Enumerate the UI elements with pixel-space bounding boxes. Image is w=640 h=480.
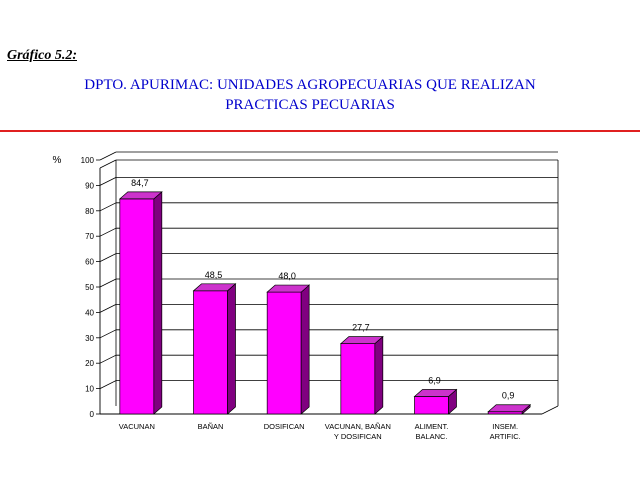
- y-tick-label: 50: [85, 283, 94, 292]
- data-label: 48,5: [205, 270, 223, 280]
- bar-top: [339, 336, 384, 344]
- gridline-depth: [99, 253, 117, 262]
- category-label: ARTIFIC.: [490, 432, 521, 441]
- figure-label: Gráfico 5.2:: [7, 48, 77, 63]
- chart-title-line-1: DPTO. APURIMAC: UNIDADES AGROPECUARIAS Q…: [84, 77, 536, 93]
- bar: [118, 191, 163, 415]
- gridline-depth: [99, 177, 117, 186]
- bar-side: [374, 335, 384, 415]
- bar-top: [192, 283, 237, 292]
- bar-front: [119, 198, 155, 415]
- y-tick-label: 0: [90, 410, 95, 419]
- floor-right-depth: [541, 405, 559, 415]
- y-tick-label: 30: [85, 334, 94, 343]
- bar-front: [193, 290, 228, 415]
- category-label: VACUNAN: [119, 422, 155, 431]
- bar: [339, 335, 384, 415]
- category-label: BAÑAN: [198, 422, 224, 431]
- bar-front: [414, 396, 449, 415]
- category-label: DOSIFICAN: [264, 422, 305, 431]
- data-label: 27,7: [352, 323, 370, 333]
- bar-top: [413, 389, 458, 397]
- bar: [192, 283, 237, 415]
- bar-front: [340, 343, 376, 415]
- category-label: INSEM.: [492, 422, 518, 431]
- bar: [266, 284, 311, 415]
- bar: [413, 388, 458, 415]
- gridline-depth: [99, 151, 117, 161]
- label-layer: % 84,7 VACUNAN 48,5 BAÑAN 48,0 DOSIFICAN 27,7 VA…: [53, 155, 521, 441]
- y-tick-label: 10: [85, 385, 94, 394]
- bar-top: [266, 284, 311, 293]
- gridline-depth: [99, 278, 117, 288]
- grid-layer: [99, 151, 558, 414]
- category-label: ALIMENT.: [415, 422, 449, 431]
- y-tick-label: 100: [81, 156, 95, 165]
- gridline-depth: [99, 354, 117, 364]
- bar-side: [300, 284, 310, 415]
- bar-layer: [118, 191, 532, 415]
- y-tick-label: 70: [85, 232, 94, 241]
- axis-top-depth: [99, 159, 117, 169]
- bar-side: [153, 191, 163, 415]
- gridline-depth: [99, 202, 117, 212]
- gridline-depth: [99, 329, 117, 339]
- divider-rule: [0, 130, 640, 132]
- y-tick-label: 90: [85, 181, 94, 190]
- gridline-depth: [99, 227, 117, 237]
- y-tick-label: 20: [85, 359, 94, 368]
- bar-top: [487, 404, 532, 413]
- y-tick-label: 40: [85, 308, 94, 317]
- chart-title-line-2: PRACTICAS PECUARIAS: [225, 97, 395, 113]
- data-label: 84,7: [131, 178, 149, 188]
- data-label: 6,9: [428, 375, 441, 385]
- gridline-depth: [99, 380, 117, 389]
- category-label: VACUNAN, BAÑAN: [325, 422, 391, 431]
- data-label: 48,0: [278, 271, 296, 281]
- gridline-depth: [99, 304, 117, 313]
- category-label: Y DOSIFICAN: [334, 432, 382, 441]
- axis-layer: 0 10 20 30 40 50 60 70 80 90 100: [81, 156, 559, 419]
- bar-front: [266, 291, 302, 415]
- bar-top: [118, 191, 163, 200]
- bar: [487, 403, 532, 415]
- plot-wall: [100, 160, 558, 414]
- bar-side: [227, 283, 236, 415]
- y-tick-label: 60: [85, 258, 94, 267]
- data-label: 0,9: [502, 391, 515, 401]
- y-axis-unit: %: [53, 155, 62, 166]
- y-tick-label: 80: [85, 207, 94, 216]
- category-label: BALANC.: [415, 432, 447, 441]
